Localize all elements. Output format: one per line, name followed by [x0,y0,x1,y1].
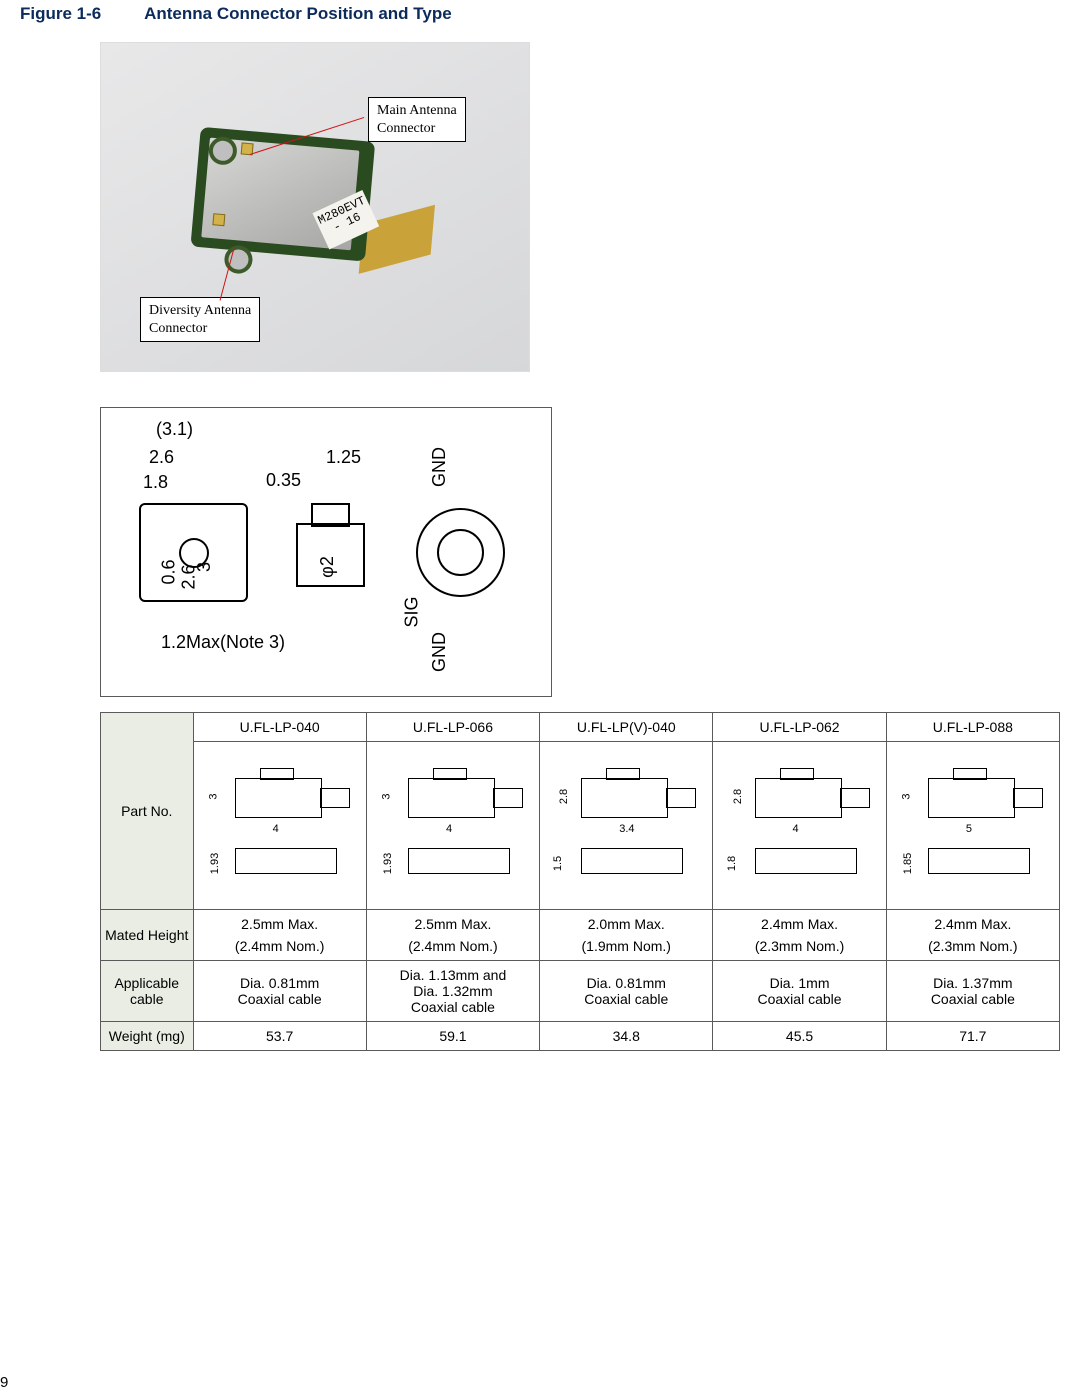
row-header-cable: Applicablecable [101,961,194,1022]
figure-title: Figure 1-6 Antenna Connector Position an… [20,4,1067,24]
applicable-cable: Dia. 0.81mm Coaxial cable [540,961,713,1022]
dim: 2.6 [149,448,174,466]
connector-spec-table: Part No.U.FL-LP-040U.FL-LP-066U.FL-LP(V)… [100,712,1060,1051]
weight-mg: 71.7 [886,1022,1059,1051]
connector-dimension-drawing: (3.1) 2.6 1.8 0.35 1.25 0.6 2.6 3 φ2 1.2… [100,407,552,697]
row-header-mated: Mated Height [101,910,194,961]
product-photo: M280EVT - 16 Main Antenna Connector Dive… [100,42,530,372]
part-drawing: 351.85 [886,742,1059,910]
applicable-cable: Dia. 1.37mm Coaxial cable [886,961,1059,1022]
mated-height: 2.4mm Max.(2.3mm Nom.) [886,910,1059,961]
row-header-weight: Weight (mg) [101,1022,194,1051]
mated-height: 2.4mm Max.(2.3mm Nom.) [713,910,886,961]
label-gnd: GND [430,447,448,487]
applicable-cable: Dia. 0.81mm Coaxial cable [193,961,366,1022]
part-drawing: 341.93 [193,742,366,910]
dim: 0.35 [266,471,301,489]
dim: φ2 [318,556,336,578]
dim: 0.6 [160,559,178,584]
figure-caption: Antenna Connector Position and Type [144,4,452,23]
label-gnd: GND [430,632,448,672]
weight-mg: 34.8 [540,1022,713,1051]
part-number: U.FL-LP-062 [713,713,886,742]
dim: (3.1) [156,420,193,438]
part-number: U.FL-LP-066 [366,713,539,742]
label-sig: SIG [403,596,421,627]
figure-number: Figure 1-6 [20,4,140,24]
applicable-cable: Dia. 1.13mm and Dia. 1.32mm Coaxial cabl… [366,961,539,1022]
mated-height: 2.0mm Max.(1.9mm Nom.) [540,910,713,961]
part-number: U.FL-LP(V)-040 [540,713,713,742]
mated-height: 2.5mm Max.(2.4mm Nom.) [193,910,366,961]
part-drawing: 2.841.8 [713,742,886,910]
dim-note: 1.2Max(Note 3) [161,633,285,651]
callout-diversity-antenna: Diversity Antenna Connector [140,297,260,342]
dim: 1.25 [326,448,361,466]
callout-main-antenna: Main Antenna Connector [368,97,466,142]
weight-mg: 45.5 [713,1022,886,1051]
part-drawing: 341.93 [366,742,539,910]
dim: 1.8 [143,473,168,491]
diversity-antenna-connector [212,213,225,226]
connector-top [311,503,350,527]
connector-inner [437,529,484,576]
applicable-cable: Dia. 1mm Coaxial cable [713,961,886,1022]
part-number: U.FL-LP-040 [193,713,366,742]
weight-mg: 53.7 [193,1022,366,1051]
row-header-partno: Part No. [101,713,194,910]
mated-height: 2.5mm Max.(2.4mm Nom.) [366,910,539,961]
dim: 3 [195,562,213,572]
part-drawing: 2.83.41.5 [540,742,713,910]
weight-mg: 59.1 [366,1022,539,1051]
page-number: 9 [0,1374,8,1391]
part-number: U.FL-LP-088 [886,713,1059,742]
